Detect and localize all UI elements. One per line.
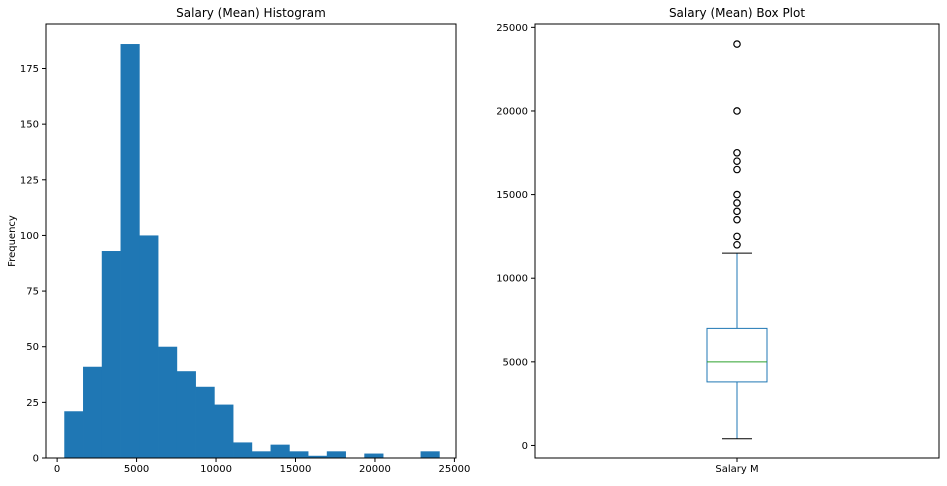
histogram-plot-frame bbox=[45, 23, 457, 459]
histogram-x-tick-label: 10000 bbox=[200, 464, 232, 475]
histogram-y-tick-label: 175 bbox=[20, 64, 39, 75]
boxplot-y-tick-label: 10000 bbox=[496, 274, 528, 285]
histogram-bar bbox=[195, 386, 215, 458]
boxplot-outlier bbox=[733, 215, 741, 224]
boxplot-outlier bbox=[733, 165, 741, 174]
boxplot-title: Salary (Mean) Box Plot bbox=[669, 6, 805, 20]
histogram-panel: Salary (Mean) Histogram Frequency 0 5000 1… bbox=[7, 6, 470, 475]
histogram-bars bbox=[64, 44, 440, 459]
histogram-y-tick-label: 125 bbox=[20, 175, 39, 186]
boxplot-outlier bbox=[733, 107, 741, 115]
histogram-bar bbox=[251, 451, 271, 458]
histogram-y-tick-label: 25 bbox=[26, 398, 39, 409]
histogram-x-tick-label: 25000 bbox=[439, 464, 471, 475]
histogram-bar bbox=[289, 451, 309, 458]
histogram-bar bbox=[364, 453, 384, 458]
histogram-bar bbox=[83, 366, 103, 458]
histogram-title: Salary (Mean) Histogram bbox=[176, 6, 326, 20]
boxplot-outlier bbox=[733, 40, 741, 48]
histogram-bar bbox=[308, 455, 328, 458]
boxplot-outlier bbox=[733, 148, 741, 157]
boxplot-box bbox=[706, 327, 768, 383]
histogram-bar bbox=[270, 444, 290, 458]
boxplot-ticks: 0 5000 10000 15000 20000 25000 bbox=[496, 23, 738, 462]
boxplot-outlier bbox=[733, 157, 741, 165]
boxplot-category-label: Salary M bbox=[715, 464, 758, 475]
histogram-bar bbox=[420, 451, 440, 458]
boxplot-outlier bbox=[733, 240, 741, 249]
boxplot-outlier bbox=[733, 232, 741, 241]
boxplot-plot-frame bbox=[534, 23, 940, 459]
histogram-x-tick-label: 0 bbox=[54, 464, 60, 475]
boxplot-outlier bbox=[733, 199, 741, 207]
boxplot-y-tick-label: 15000 bbox=[496, 190, 528, 201]
histogram-bar bbox=[233, 442, 253, 458]
boxplot-outlier bbox=[733, 190, 741, 199]
boxplot-y-tick-label: 25000 bbox=[496, 23, 528, 34]
histogram-y-tick-label: 75 bbox=[26, 287, 39, 298]
histogram-x-tick-label: 5000 bbox=[124, 464, 149, 475]
histogram-bar bbox=[101, 251, 121, 458]
boxplot-outlier bbox=[733, 207, 741, 216]
histogram-x-tick-label: 15000 bbox=[280, 464, 312, 475]
histogram-bar bbox=[120, 44, 140, 459]
histogram-y-tick-label: 150 bbox=[20, 120, 39, 131]
boxplot-y-tick-label: 20000 bbox=[496, 106, 528, 117]
boxplot-y-tick-label: 0 bbox=[522, 441, 528, 452]
histogram-ticks: 0 5000 10000 15000 20000 25000 0 25 50 75 100 125 15… bbox=[20, 64, 470, 475]
histogram-y-tick-label: 100 bbox=[20, 231, 39, 242]
histogram-bar bbox=[158, 346, 178, 458]
histogram-y-tick-label: 0 bbox=[33, 454, 39, 465]
boxplot-y-tick-label: 5000 bbox=[503, 357, 528, 368]
histogram-y-tick-label: 50 bbox=[26, 342, 39, 353]
boxplot-marks bbox=[706, 40, 768, 440]
histogram-bar bbox=[214, 404, 234, 458]
histogram-y-label: Frequency bbox=[7, 215, 18, 267]
histogram-x-tick-label: 20000 bbox=[359, 464, 391, 475]
histogram-bar bbox=[326, 451, 346, 458]
histogram-bar bbox=[64, 411, 84, 458]
histogram-bar bbox=[139, 235, 159, 458]
histogram-bar bbox=[176, 371, 196, 458]
boxplot-panel: Salary (Mean) Box Plot 0 5000 10000 15000 20… bbox=[496, 6, 940, 475]
